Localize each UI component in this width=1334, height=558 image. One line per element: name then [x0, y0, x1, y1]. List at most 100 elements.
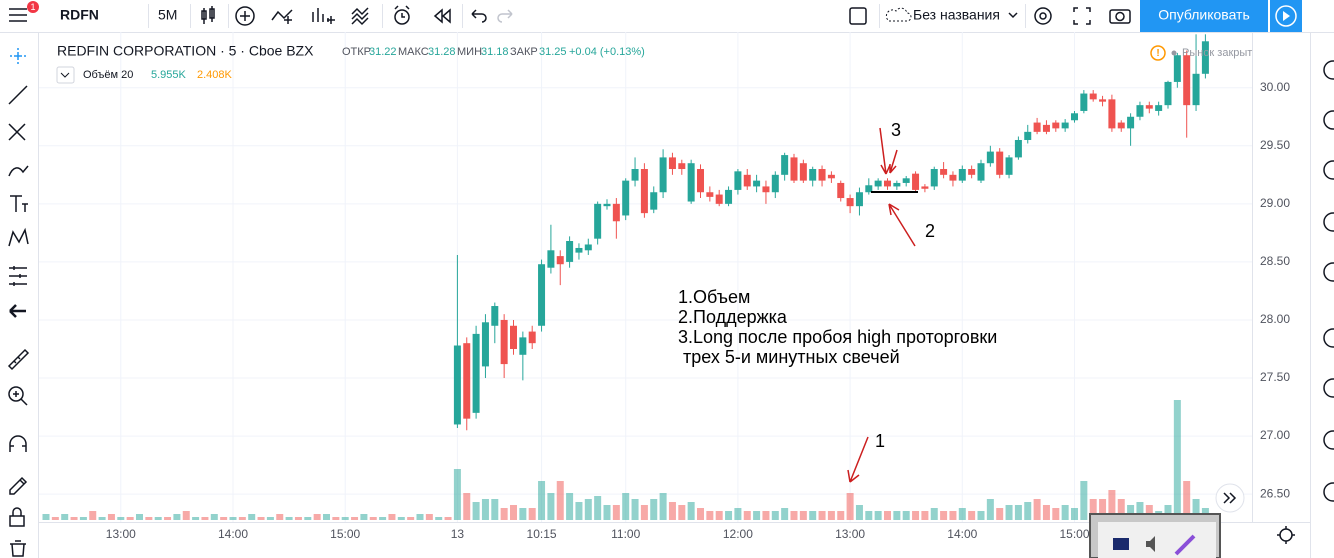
data-button[interactable] [1323, 160, 1334, 180]
scroll-right-button[interactable] [1215, 483, 1245, 513]
ideas-button[interactable] [1323, 262, 1334, 282]
volume-bar [425, 514, 433, 520]
snapshot-button[interactable] [1109, 9, 1131, 24]
alert-button[interactable] [394, 5, 410, 25]
volume-bar [276, 514, 284, 520]
candle-body [743, 174, 751, 187]
volume-bar [42, 514, 50, 520]
candle-body [837, 182, 845, 199]
volume-legend-toggle[interactable] [56, 66, 75, 84]
arrow-1 [847, 436, 869, 483]
brush-tool[interactable] [8, 165, 29, 177]
text-tool[interactable] [10, 195, 28, 212]
volume-bar [248, 514, 256, 520]
add-indicator-button[interactable] [235, 6, 255, 26]
volume-icon[interactable] [1146, 536, 1155, 552]
lock-draw-tool[interactable] [9, 476, 28, 495]
magnet-tool[interactable] [9, 435, 27, 452]
volume-bar [556, 481, 564, 520]
candle-body [453, 345, 461, 425]
templates-button[interactable] [351, 7, 369, 26]
candle-body [865, 185, 873, 193]
fullscreen-button[interactable] [1073, 7, 1091, 25]
legend-title: REDFIN CORPORATION · 5 · Cboe BZX [57, 43, 314, 59]
trendline-tool[interactable] [8, 85, 28, 105]
notifications-button[interactable] [1323, 430, 1334, 450]
candle-body [725, 189, 733, 204]
chart-type-button[interactable] [201, 6, 215, 24]
redo-button[interactable] [497, 9, 513, 23]
volume-bar [61, 514, 69, 520]
help-button[interactable] [1323, 482, 1334, 502]
fib-tool[interactable] [8, 123, 26, 141]
candle-body [668, 157, 676, 170]
y-tick-label: 26.50 [1260, 486, 1290, 500]
interval[interactable]: 5M [158, 7, 177, 23]
layout-name: Без названия [913, 7, 1000, 23]
candle-body [547, 250, 555, 268]
volume-bar [837, 511, 845, 520]
menu-button[interactable]: 1 [9, 1, 39, 22]
ruler-tool[interactable] [7, 348, 30, 371]
back-tool[interactable] [9, 304, 26, 318]
volume-bar [640, 505, 648, 520]
annotation: 3.Long после пробоя high проторговки [678, 327, 997, 347]
candle-body [1201, 41, 1209, 74]
x-tick-label: 11:00 [611, 527, 640, 541]
zoom-tool[interactable] [8, 386, 24, 402]
chat-button[interactable] [1323, 328, 1334, 348]
volume-bar [631, 499, 639, 520]
x-tick-label: 13:00 [106, 527, 136, 541]
volume-bar [519, 508, 527, 520]
volume-bar [930, 508, 938, 520]
publish-button[interactable]: Опубликовать [1140, 0, 1268, 32]
trash-tool[interactable] [10, 540, 26, 557]
candle-body [481, 322, 489, 367]
volume-bar [584, 499, 592, 520]
candle-body [734, 171, 742, 190]
lock-tool[interactable] [9, 515, 25, 527]
network-icon[interactable] [1113, 538, 1129, 550]
candle-body [968, 169, 976, 175]
pattern-tool[interactable] [8, 227, 29, 247]
candle-body [949, 174, 957, 181]
streams-button[interactable] [1323, 378, 1334, 398]
prediction-tool[interactable] [9, 266, 27, 286]
volume-bar [827, 511, 835, 520]
candle-body [771, 174, 779, 193]
replay-button[interactable] [433, 8, 451, 24]
pen-icon[interactable] [1174, 534, 1196, 556]
compare-button[interactable] [271, 9, 293, 24]
indicators-button[interactable] [312, 8, 335, 24]
candle-body [790, 157, 798, 181]
undo-button[interactable] [471, 9, 487, 23]
candle-body [715, 194, 723, 204]
layout-button[interactable] [849, 7, 867, 25]
settings-button[interactable] [1034, 7, 1052, 25]
volume-bar [1089, 499, 1097, 520]
symbol[interactable]: RDFN [60, 7, 99, 23]
crosshair-tool[interactable] [10, 48, 26, 64]
axis-settings-button[interactable] [1277, 526, 1295, 544]
volume-bar [491, 499, 499, 520]
volume-bar [266, 517, 274, 520]
calendar-button[interactable] [1323, 212, 1334, 232]
volume-bar [435, 517, 443, 520]
volume-bar [706, 511, 714, 520]
layout-name-button[interactable]: Без названия [885, 7, 1018, 23]
volume-bar [612, 505, 620, 520]
publish-bg [1140, 0, 1268, 32]
candle-body [1052, 122, 1060, 129]
x-tick-label: 13:00 [835, 527, 865, 541]
candle-body [884, 180, 891, 187]
candle-body [1014, 139, 1022, 158]
volume-bar [668, 502, 676, 520]
volume-bar [220, 517, 228, 520]
volume-bar [294, 517, 302, 520]
play-button[interactable] [1270, 0, 1302, 32]
candle-body [781, 155, 789, 175]
volume-bar [229, 517, 237, 520]
arrow-label: 1 [875, 431, 885, 451]
alerts-button[interactable] [1323, 110, 1334, 130]
watchlist-button[interactable] [1323, 60, 1334, 80]
